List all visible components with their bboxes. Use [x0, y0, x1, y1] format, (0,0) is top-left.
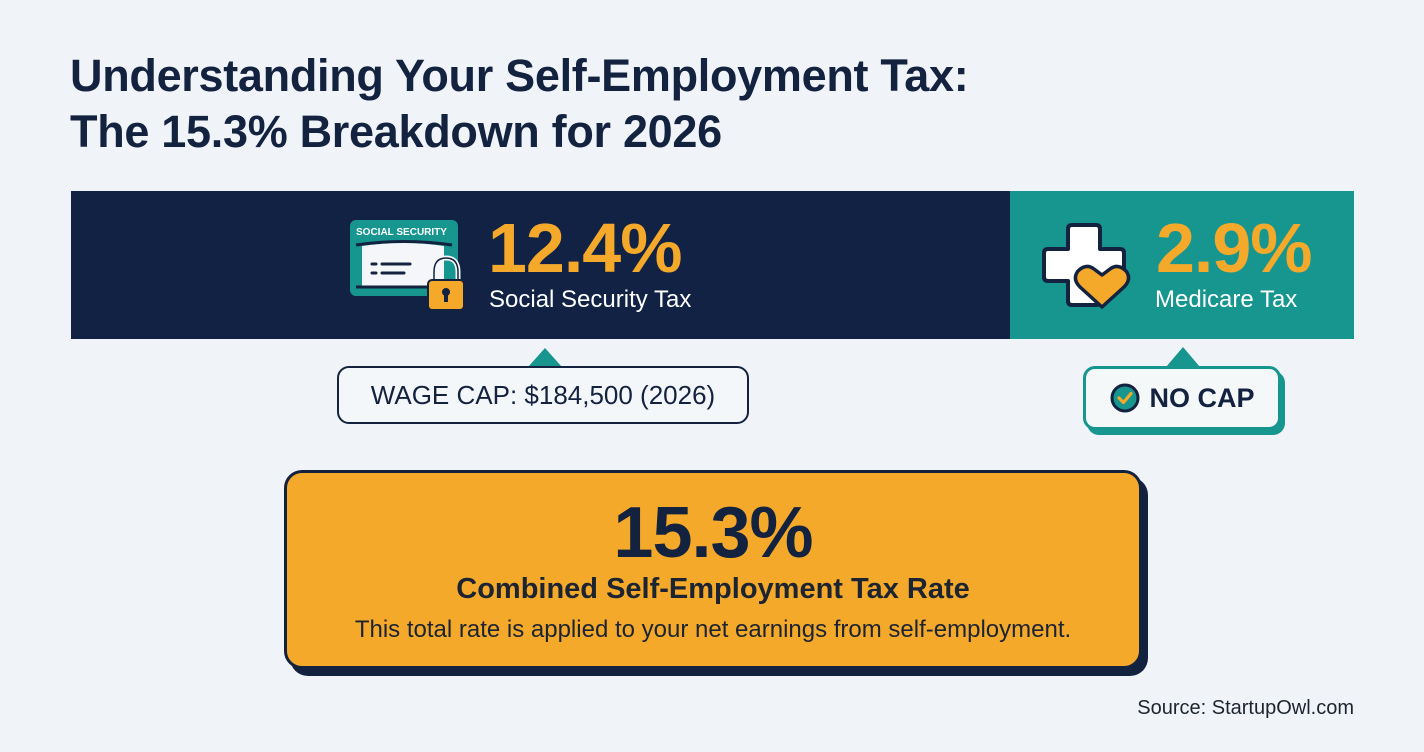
page-title: Understanding Your Self-Employment Tax: … — [70, 48, 969, 160]
combined-description: This total rate is applied to your net e… — [354, 616, 1072, 643]
medicare-label: Medicare Tax — [1155, 286, 1298, 313]
no-cap-pointer — [1166, 347, 1200, 367]
social-security-label: Social Security Tax — [489, 286, 692, 313]
wage-cap-pointer — [528, 348, 562, 367]
medicare-percent: 2.9% — [1156, 209, 1313, 287]
social-security-percent: 12.4% — [488, 209, 682, 287]
combined-rate-card: 15.3% Combined Self-Employment Tax Rate … — [284, 470, 1142, 669]
title-line-2: The 15.3% Breakdown for 2026 — [70, 106, 722, 157]
social-security-card-lock-icon: SOCIAL SECURITY — [350, 220, 465, 311]
source-credit: Source: StartupOwl.com — [1137, 697, 1354, 719]
no-cap-callout: NO CAP — [1083, 366, 1281, 430]
combined-title: Combined Self-Employment Tax Rate — [456, 573, 970, 605]
wage-cap-callout: WAGE CAP: $184,500 (2026) — [337, 366, 749, 424]
check-circle-icon — [1110, 383, 1140, 413]
wage-cap-text: WAGE CAP: $184,500 (2026) — [370, 379, 716, 410]
title-line-1: Understanding Your Self-Employment Tax: — [70, 50, 969, 101]
social-security-segment: SOCIAL SECURITY 12.4% Social Security Ta… — [71, 191, 1010, 339]
medicare-segment: 2.9% Medicare Tax — [1010, 191, 1354, 339]
combined-percent: 15.3% — [613, 493, 813, 573]
svg-text:SOCIAL SECURITY: SOCIAL SECURITY — [356, 227, 447, 238]
tax-breakdown-bar: SOCIAL SECURITY 12.4% Social Security Ta… — [71, 191, 1354, 339]
medical-cross-heart-icon — [1042, 223, 1131, 309]
no-cap-text: NO CAP — [1149, 382, 1255, 413]
